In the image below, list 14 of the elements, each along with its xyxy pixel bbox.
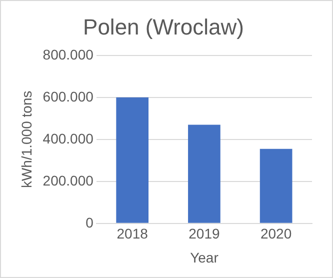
- y-tick-label: 600.000: [42, 88, 94, 104]
- chart-title: Polen (Wroclaw): [83, 14, 244, 40]
- y-tick-label: 800.000: [42, 46, 94, 62]
- y-tick-label: 400.000: [42, 130, 94, 146]
- x-tick-label: 2019: [188, 226, 220, 242]
- bar: [188, 124, 220, 223]
- y-tick-label: 0: [86, 214, 94, 230]
- x-axis-title: Year: [190, 249, 219, 266]
- y-axis-title: kWh/1.000 tons: [18, 90, 34, 188]
- x-tick-label: 2018: [116, 226, 148, 242]
- x-tick-label: 2020: [260, 226, 292, 242]
- y-tick-label: 200.000: [42, 172, 94, 188]
- bar: [260, 148, 292, 223]
- bar: [116, 97, 149, 223]
